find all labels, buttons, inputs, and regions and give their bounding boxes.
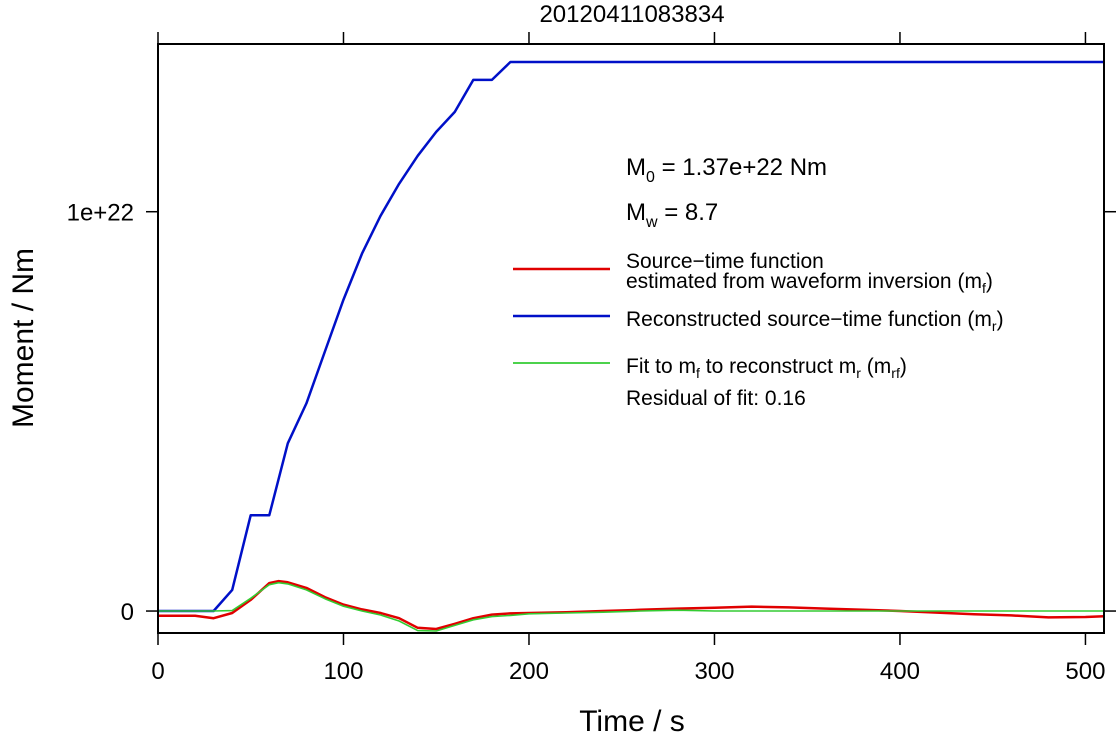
seismic-moment-annotation: M0 = 1.37e+22 Nm	[626, 154, 827, 186]
x-tick-label: 200	[509, 658, 549, 685]
fit-residual-annotation: Residual of fit: 0.16	[626, 387, 806, 410]
legend-label-mf-line2: estimated from waveform inversion (mf)	[626, 270, 993, 296]
chart-title: 20120411083834	[539, 1, 724, 28]
mw-symbol: M	[626, 199, 646, 226]
mw-value: = 8.7	[658, 199, 719, 226]
x-tick-label: 100	[323, 658, 363, 685]
x-tick-label: 0	[151, 658, 164, 685]
y-tick-label: 1e+22	[67, 200, 134, 227]
moment-magnitude-annotation: Mw = 8.7	[626, 199, 718, 231]
x-tick-label: 500	[1065, 658, 1105, 685]
m0-subscript: 0	[646, 169, 655, 186]
legend-label-mf-line1: Source−time function	[626, 250, 824, 273]
m0-value: = 1.37e+22 Nm	[655, 154, 827, 181]
series-line-mr	[158, 60, 1104, 613]
axis-layer: 0 100 200 300 400 500 0 1e+22	[67, 32, 1116, 685]
legend: Source−time function estimated from wave…	[513, 250, 1004, 381]
x-axis-label: Time / s	[579, 705, 685, 734]
legend-label-mr: Reconstructed source−time function (mr)	[626, 308, 1004, 334]
y-tick-label: 0	[121, 599, 134, 626]
y-axis-label: Moment / Nm	[7, 248, 40, 428]
series-line-mrf	[158, 581, 1104, 632]
mw-subscript: w	[645, 214, 658, 231]
legend-label-mrf: Fit to mf to reconstruct mr (mrf)	[626, 355, 907, 381]
plot-frame	[157, 43, 1105, 634]
x-tick-label: 400	[880, 658, 920, 685]
series-layer	[158, 60, 1105, 632]
x-tick-label: 300	[694, 658, 734, 685]
m0-symbol: M	[626, 154, 646, 181]
